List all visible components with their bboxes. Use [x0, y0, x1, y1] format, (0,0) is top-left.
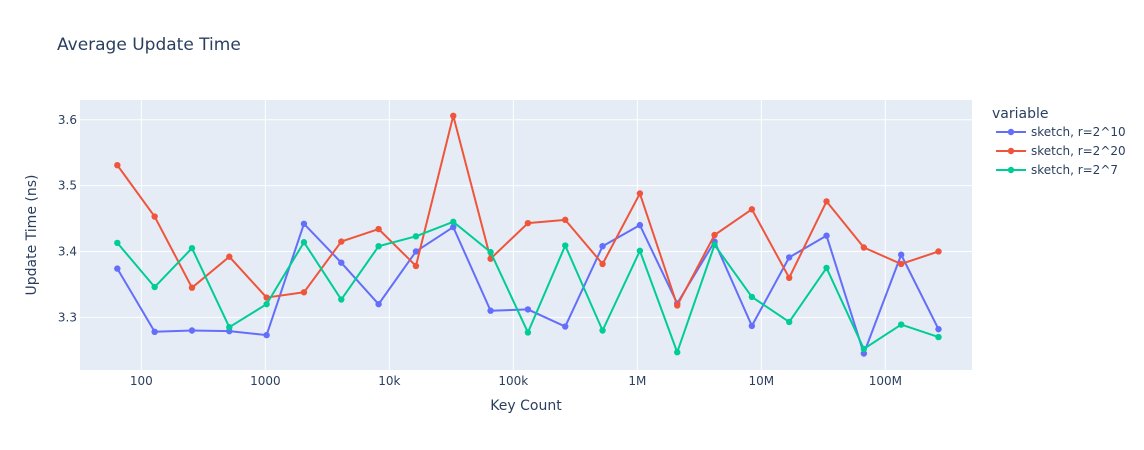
data-point [375, 300, 382, 308]
data-point [188, 284, 196, 291]
data-point [860, 244, 868, 251]
data-point [338, 238, 345, 245]
data-point [114, 265, 121, 272]
data-point [300, 220, 308, 228]
data-point [487, 248, 494, 256]
data-point [188, 244, 196, 252]
data-point [450, 218, 457, 226]
data-point [897, 251, 905, 258]
series-layer [114, 112, 942, 357]
data-point [450, 223, 457, 231]
data-point [188, 327, 196, 334]
data-point [748, 322, 756, 330]
data-point [412, 248, 420, 255]
y-tick-label: 3.4 [58, 244, 77, 258]
data-point [300, 239, 308, 246]
data-point [487, 307, 494, 314]
data-point [562, 216, 569, 224]
series-3 [114, 218, 942, 356]
data-point [935, 325, 942, 333]
data-point [226, 253, 233, 260]
x-tick-label: 10k [378, 374, 400, 388]
tick-labels: 100 1000 10k 100k 1M 10M 100M 3.3 3.4 3.5 3.6 [58, 113, 902, 388]
data-point [636, 190, 644, 197]
data-point [562, 323, 569, 330]
data-point [897, 321, 905, 328]
data-point [114, 239, 121, 247]
y-tick-label: 3.3 [58, 310, 77, 324]
legend-item[interactable]: sketch, r=2^20 [996, 144, 1126, 158]
data-point [263, 300, 270, 308]
data-point [785, 254, 793, 261]
data-point [636, 221, 644, 229]
legend-label: sketch, r=2^7 [1031, 163, 1118, 177]
x-tick-label: 100k [498, 374, 528, 388]
legend-item[interactable]: sketch, r=2^10 [996, 125, 1126, 139]
data-point [412, 262, 420, 270]
data-point [711, 231, 718, 239]
x-tick-label: 1000 [250, 374, 281, 388]
data-point [823, 264, 830, 272]
legend-title: variable [992, 106, 1048, 122]
x-tick-label: 100 [130, 374, 153, 388]
grid-lines [80, 100, 972, 370]
data-point [823, 198, 830, 205]
data-point [599, 260, 606, 268]
data-point [338, 296, 345, 303]
x-axis-title: Key Count [490, 398, 562, 414]
legend-label: sketch, r=2^20 [1031, 144, 1126, 158]
data-point [151, 328, 158, 336]
data-point [674, 302, 681, 309]
data-point [636, 247, 644, 255]
legend-swatch-marker [1007, 166, 1015, 174]
legend-label: sketch, r=2^10 [1031, 125, 1126, 139]
data-point [524, 329, 532, 336]
data-point [412, 233, 420, 240]
data-point [263, 294, 270, 301]
data-point [599, 327, 606, 334]
data-point [226, 323, 233, 331]
legend-swatch-marker [1007, 147, 1015, 155]
data-point [599, 242, 606, 250]
data-point [375, 242, 382, 250]
y-tick-label: 3.6 [58, 113, 77, 127]
y-tick-label: 3.5 [58, 179, 77, 193]
data-point [897, 260, 905, 268]
data-point [860, 345, 868, 353]
data-point [114, 161, 121, 169]
data-point [785, 274, 793, 282]
data-point [748, 293, 756, 301]
data-point [748, 206, 756, 213]
data-point [151, 283, 158, 291]
data-point [263, 331, 270, 339]
data-point [823, 232, 830, 239]
y-axis-title: Update Time (ns) [24, 175, 40, 296]
legend-swatch-marker [1007, 128, 1015, 136]
data-point [151, 213, 158, 220]
data-point [300, 289, 308, 296]
data-point [860, 350, 868, 357]
data-point [375, 225, 382, 233]
data-point [524, 219, 532, 227]
data-point [935, 333, 942, 341]
data-point [338, 259, 345, 266]
legend-items: sketch, r=2^10 sketch, r=2^20 sketch, r=2^… [996, 125, 1126, 177]
data-point [562, 242, 569, 249]
series-2 [114, 112, 942, 309]
data-point [935, 248, 942, 255]
data-point [785, 318, 793, 326]
data-point [524, 306, 532, 313]
x-tick-label: 100M [869, 374, 902, 388]
data-point [711, 241, 718, 249]
legend-item[interactable]: sketch, r=2^7 [996, 163, 1118, 177]
data-point [674, 349, 681, 356]
chart-title: Average Update Time [57, 35, 241, 55]
data-point [450, 112, 457, 120]
x-tick-label: 10M [749, 374, 775, 388]
x-tick-label: 1M [628, 374, 646, 388]
